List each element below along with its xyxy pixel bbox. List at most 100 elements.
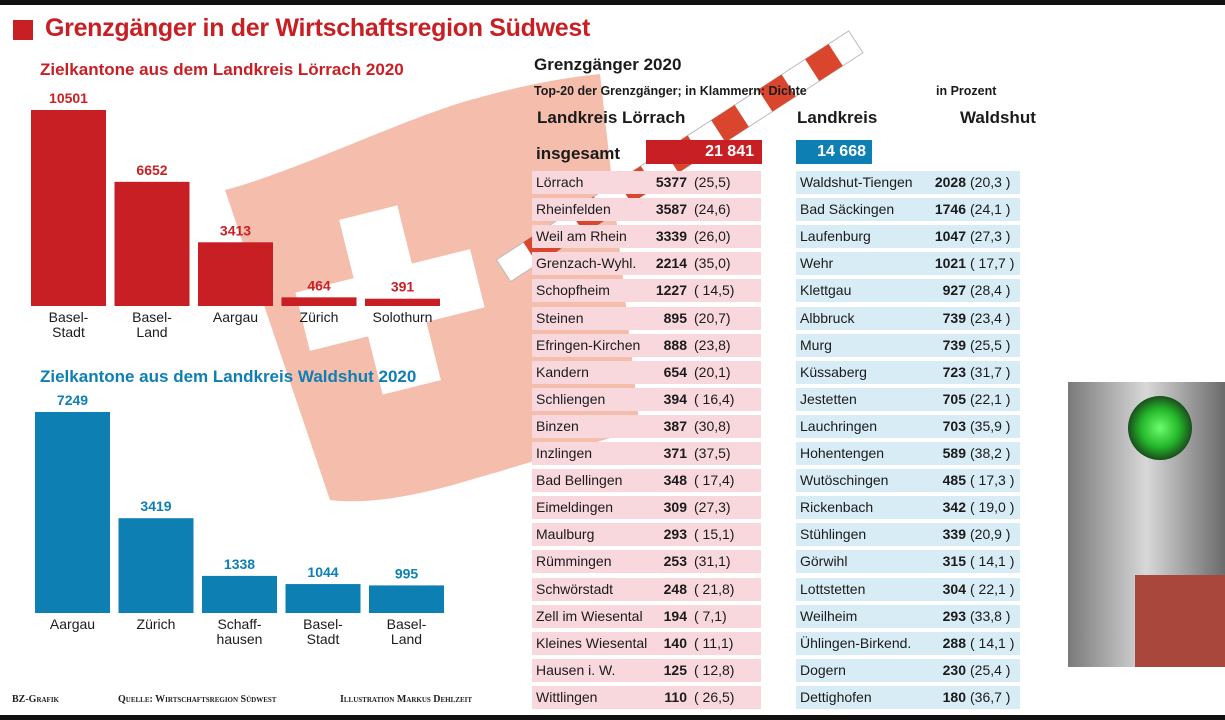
row-name: Schliengen: [536, 390, 606, 407]
main-title: Grenzgänger in der Wirtschaftsregion Süd…: [45, 14, 591, 42]
loerrach-table-row: Binzen 387 (30,8): [532, 414, 761, 438]
row-value: 2214: [655, 255, 687, 272]
waldshut-value-label-2: 1338: [224, 556, 255, 572]
waldshut-value-label-1: 3419: [140, 498, 171, 514]
waldshut-table-row: Waldshut-Tiengen 2028 (20,3 ): [796, 171, 1020, 194]
loerrach-table-row: Grenzach-Wyhl. 2214 (35,0): [532, 252, 761, 276]
waldshut-table-row: Stühlingen 339 (20,9 ): [796, 523, 1020, 547]
row-value: 248: [663, 580, 687, 597]
waldshut-table-row: Lottstetten 304( 22,1 ): [796, 577, 1020, 601]
waldshut-table-row: Dettighofen 180 (36,7 ): [796, 685, 1020, 709]
row-value: 342: [942, 499, 966, 516]
row-value: 739: [942, 309, 966, 326]
row-value: 253: [663, 553, 687, 570]
row-name: Grenzach-Wyhl.: [536, 255, 637, 272]
row-percentage: (37,5): [694, 445, 731, 461]
row-percentage: (28,4 ): [970, 282, 1011, 299]
waldshut-table-row: Lauchringen 703 (35,9 ): [796, 414, 1020, 438]
row-percentage: (30,8): [694, 417, 731, 434]
row-name: Laufenburg: [800, 228, 871, 245]
loerrach-table-row: Lörrach 5377 (25,5): [532, 171, 761, 194]
waldshut-value-label-4: 995: [395, 565, 419, 581]
row-percentage: (36,7 ): [970, 688, 1011, 705]
footer-credit: BZ-Grafik: [12, 694, 60, 705]
row-value: 309: [663, 499, 687, 516]
loerrach-value-label-1: 6652: [136, 162, 167, 178]
row-percentage: ( 14,1 ): [970, 634, 1015, 651]
waldshut-table-row: Wutöschingen 485( 17,3 ): [796, 469, 1020, 493]
row-percentage: ( 19,0 ): [970, 499, 1015, 516]
loerrach-value-label-2: 3413: [220, 222, 251, 238]
row-name: Murg: [800, 336, 832, 353]
row-percentage: (25,5): [694, 174, 731, 190]
row-name: Inzlingen: [536, 445, 593, 461]
waldshut-table-row: Albbruck 739 (23,4 ): [796, 306, 1020, 330]
row-percentage: ( 14,1 ): [970, 553, 1015, 570]
loerrach-bar-4: [365, 298, 440, 306]
row-value: 5377: [655, 174, 687, 190]
waldshut-table-row: Hohentengen 589 (38,2 ): [796, 442, 1020, 465]
row-name: Klettgau: [800, 282, 852, 299]
row-value: 485: [942, 472, 966, 489]
right-column-header-1: Landkreis: [797, 108, 878, 127]
loerrach-table-row: Efringen-Kirchen 888 (23,8): [532, 333, 761, 357]
waldshut-table-row: Dogern 230 (25,4 ): [796, 658, 1020, 682]
row-percentage: (35,9 ): [970, 417, 1011, 434]
left-total-badge: 21 841: [646, 140, 762, 164]
row-percentage: (20,3 ): [970, 174, 1011, 190]
row-name: Rickenbach: [800, 499, 874, 516]
row-value: 140: [663, 634, 687, 651]
row-name: Lottstetten: [800, 580, 866, 597]
row-name: Hohentengen: [800, 445, 885, 461]
loerrach-bar-3: [281, 297, 357, 306]
row-name: Rümmingen: [536, 553, 612, 570]
waldshut-bar-2: [202, 575, 277, 613]
row-percentage: ( 11,1): [694, 634, 734, 651]
row-name: Schwörstadt: [536, 580, 614, 597]
row-percentage: (31,7 ): [970, 363, 1011, 380]
row-value: 194: [663, 607, 687, 624]
row-name: Lörrach: [536, 174, 584, 190]
row-percentage: (38,2 ): [970, 445, 1011, 461]
waldshut-category-label-1: Zürich: [137, 616, 176, 632]
row-value: 387: [663, 417, 687, 434]
row-percentage: (20,1): [694, 363, 731, 380]
loerrach-table-row: Schopfheim 1227 ( 14,5): [532, 279, 761, 303]
row-value: 293: [663, 526, 687, 543]
row-percentage: (22,1 ): [970, 390, 1011, 407]
row-name: Albbruck: [800, 309, 855, 326]
loerrach-table-row: Eimeldingen 309 (27,3): [532, 496, 761, 520]
loerrach-bar-1: [114, 181, 190, 306]
row-name: Zell im Wiesental: [536, 607, 643, 624]
loerrach-table-row: Schliengen 394 ( 16,4): [532, 387, 761, 411]
row-percentage: ( 26,5): [694, 688, 735, 705]
row-name: Binzen: [536, 417, 579, 434]
row-value: 589: [942, 445, 966, 461]
row-name: Efringen-Kirchen: [536, 336, 641, 353]
row-percentage: (24,1 ): [970, 201, 1011, 218]
row-percentage: (26,0): [694, 228, 731, 245]
waldshut-table-row: Klettgau 927 (28,4 ): [796, 279, 1020, 303]
row-name: Eimeldingen: [536, 499, 614, 516]
row-value: 230: [942, 661, 966, 678]
row-value: 703: [942, 417, 966, 434]
loerrach-category-label-1: Basel-Land: [132, 309, 172, 340]
loerrach-chart-title: Zielkantone aus dem Landkreis Lörrach 20…: [40, 60, 404, 79]
row-value: 3339: [655, 228, 687, 245]
loerrach-table-row: Kandern 654 (20,1): [532, 360, 761, 384]
row-name: Wehr: [800, 255, 834, 272]
row-name: Schopfheim: [536, 282, 610, 299]
row-name: Bad Bellingen: [536, 472, 623, 489]
row-name: Dogern: [800, 661, 846, 678]
footer-source: Quelle: Wirtschaftsregion Südwest: [118, 694, 277, 705]
loerrach-table-row: Rümmingen 253 (31,1): [532, 550, 761, 574]
row-percentage: (25,4 ): [970, 661, 1011, 678]
waldshut-bar-1: [118, 518, 194, 613]
waldshut-table-row: Wehr 1021( 17,7 ): [796, 252, 1020, 276]
table-subtitle: Top-20 der Grenzgänger; in Klammern: Dic…: [534, 84, 807, 98]
waldshut-table-row: Laufenburg 1047 (27,3 ): [796, 225, 1020, 249]
loerrach-value-label-0: 10501: [49, 90, 88, 106]
row-percentage: (23,8): [694, 336, 731, 353]
row-value: 2028: [934, 174, 966, 190]
table-subtitle-unit: in Prozent: [936, 84, 997, 98]
